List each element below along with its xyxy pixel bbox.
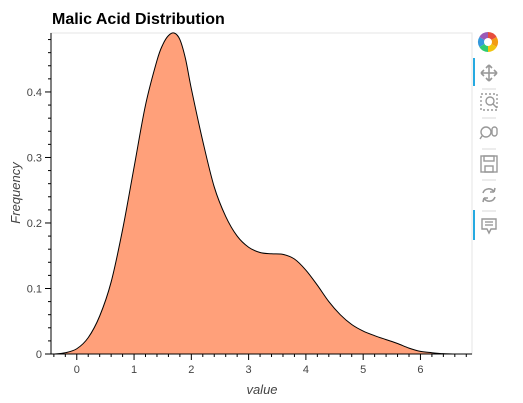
x-tick-label: 0 [74, 364, 80, 376]
y-tick-label: 0.1 [27, 283, 42, 295]
x-axis-label: value [246, 382, 277, 397]
x-tick-label: 6 [417, 364, 423, 376]
x-tick-label: 4 [303, 364, 309, 376]
toolbar [473, 32, 498, 240]
y-tick-label: 0.2 [27, 218, 42, 230]
x-tick-label: 2 [188, 364, 194, 376]
x-tick-label: 1 [131, 364, 137, 376]
hover-tool-icon[interactable] [481, 218, 497, 235]
y-tick-label: 0.3 [27, 152, 42, 164]
y-axis-label: Frequency [8, 161, 23, 224]
y-tick-label: 0.4 [27, 87, 42, 99]
reset-tool-icon[interactable] [482, 187, 496, 203]
x-tick-label: 5 [360, 364, 366, 376]
x-tick-label: 3 [246, 364, 252, 376]
box-zoom-tool-icon[interactable] [480, 93, 498, 111]
x-axis-ticks: 0 1 2 3 4 5 6 [53, 354, 467, 376]
save-tool-icon[interactable] [480, 155, 498, 173]
pan-tool-icon[interactable] [480, 64, 498, 82]
y-tick-label: 0 [36, 349, 42, 361]
chart-title: Malic Acid Distribution [52, 11, 225, 28]
wheel-zoom-tool-icon[interactable] [479, 126, 498, 140]
bokeh-logo-icon[interactable] [478, 32, 498, 52]
density-area [53, 32, 455, 355]
y-axis-ticks: 0 0.1 0.2 0.3 0.4 [27, 39, 51, 361]
